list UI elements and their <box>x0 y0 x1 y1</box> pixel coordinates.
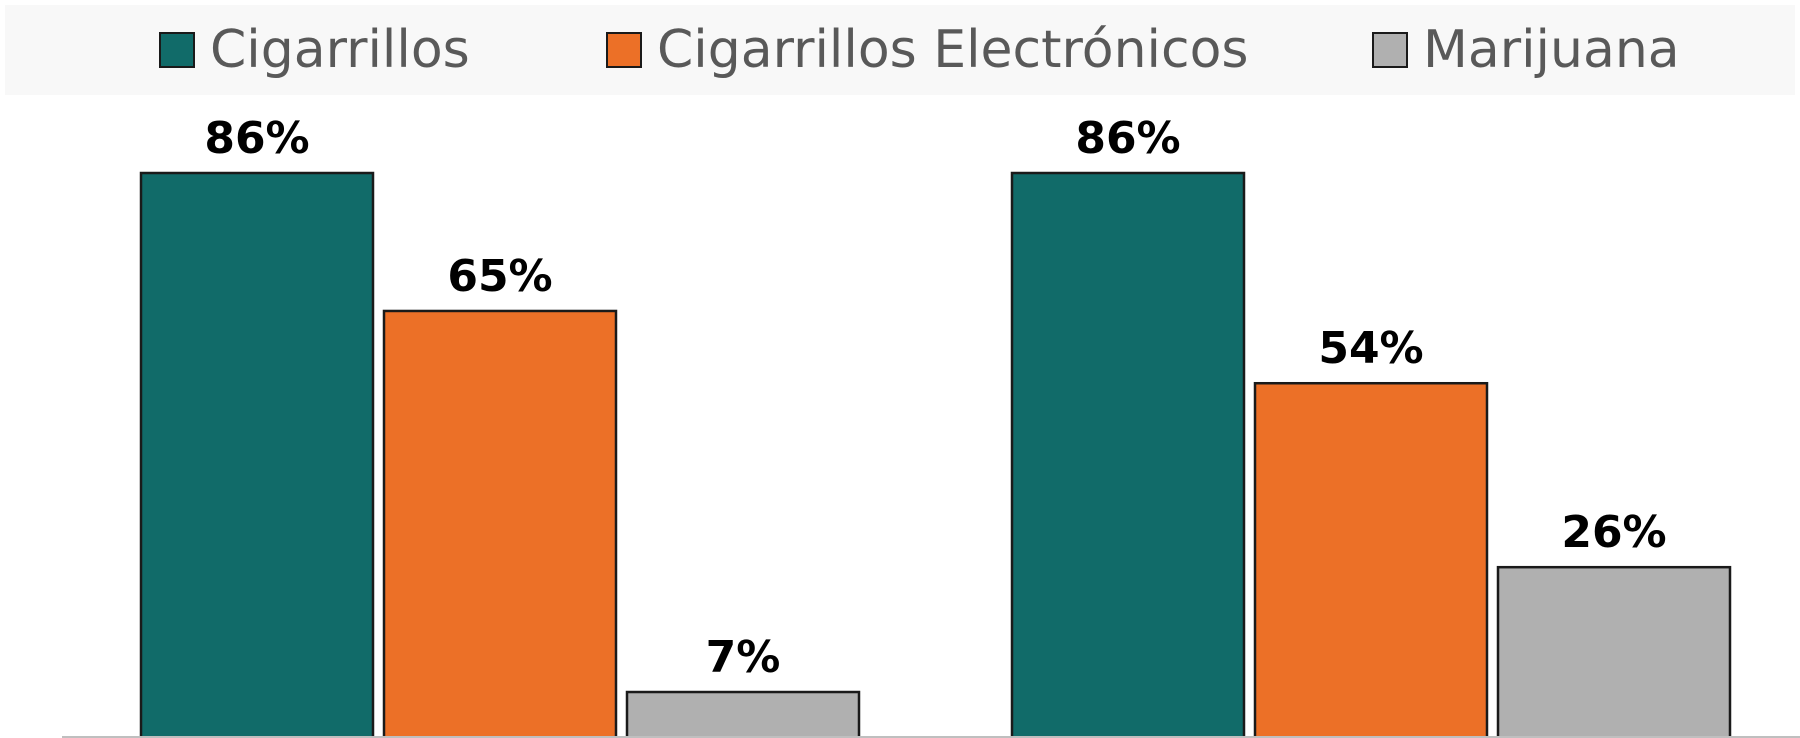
data-label-cigarrillos-electronicos-group-2: 54% <box>1318 323 1423 374</box>
data-label-marijuana-group-2: 26% <box>1561 507 1666 558</box>
legend-swatch-cigarrillos <box>159 32 195 68</box>
legend-label-cigarrillos: Cigarrillos <box>210 20 470 80</box>
legend-label-cigarrillos-electronicos: Cigarrillos Electrónicos <box>657 20 1248 80</box>
data-label-cigarrillos-group-1: 86% <box>204 113 309 164</box>
legend-swatch-cigarrillos-electronicos <box>606 32 642 68</box>
data-label-cigarrillos-group-2: 86% <box>1075 113 1180 164</box>
legend-swatch-marijuana <box>1372 32 1408 68</box>
legend-label-marijuana: Marijuana <box>1423 20 1680 80</box>
bar-marijuana-group-1 <box>625 690 861 738</box>
legend-background <box>5 5 1795 95</box>
value-labels: 86% 86% 65% 54% 7% 26% <box>204 113 1666 683</box>
bar-cigarrillos-group-1 <box>139 171 375 738</box>
data-label-cigarrillos-electronicos-group-1: 65% <box>447 251 552 302</box>
bar-cigarrillos-electronicos-group-1 <box>382 309 618 738</box>
data-label-marijuana-group-1: 7% <box>706 632 781 683</box>
bar-marijuana-group-2 <box>1496 565 1732 738</box>
bar-cigarrillos-electronicos-group-2 <box>1253 381 1489 738</box>
bars <box>62 171 1800 738</box>
bar-cigarrillos-group-2 <box>1010 171 1246 738</box>
legend: Cigarrillos Cigarrillos Electrónicos Marij… <box>5 5 1795 95</box>
